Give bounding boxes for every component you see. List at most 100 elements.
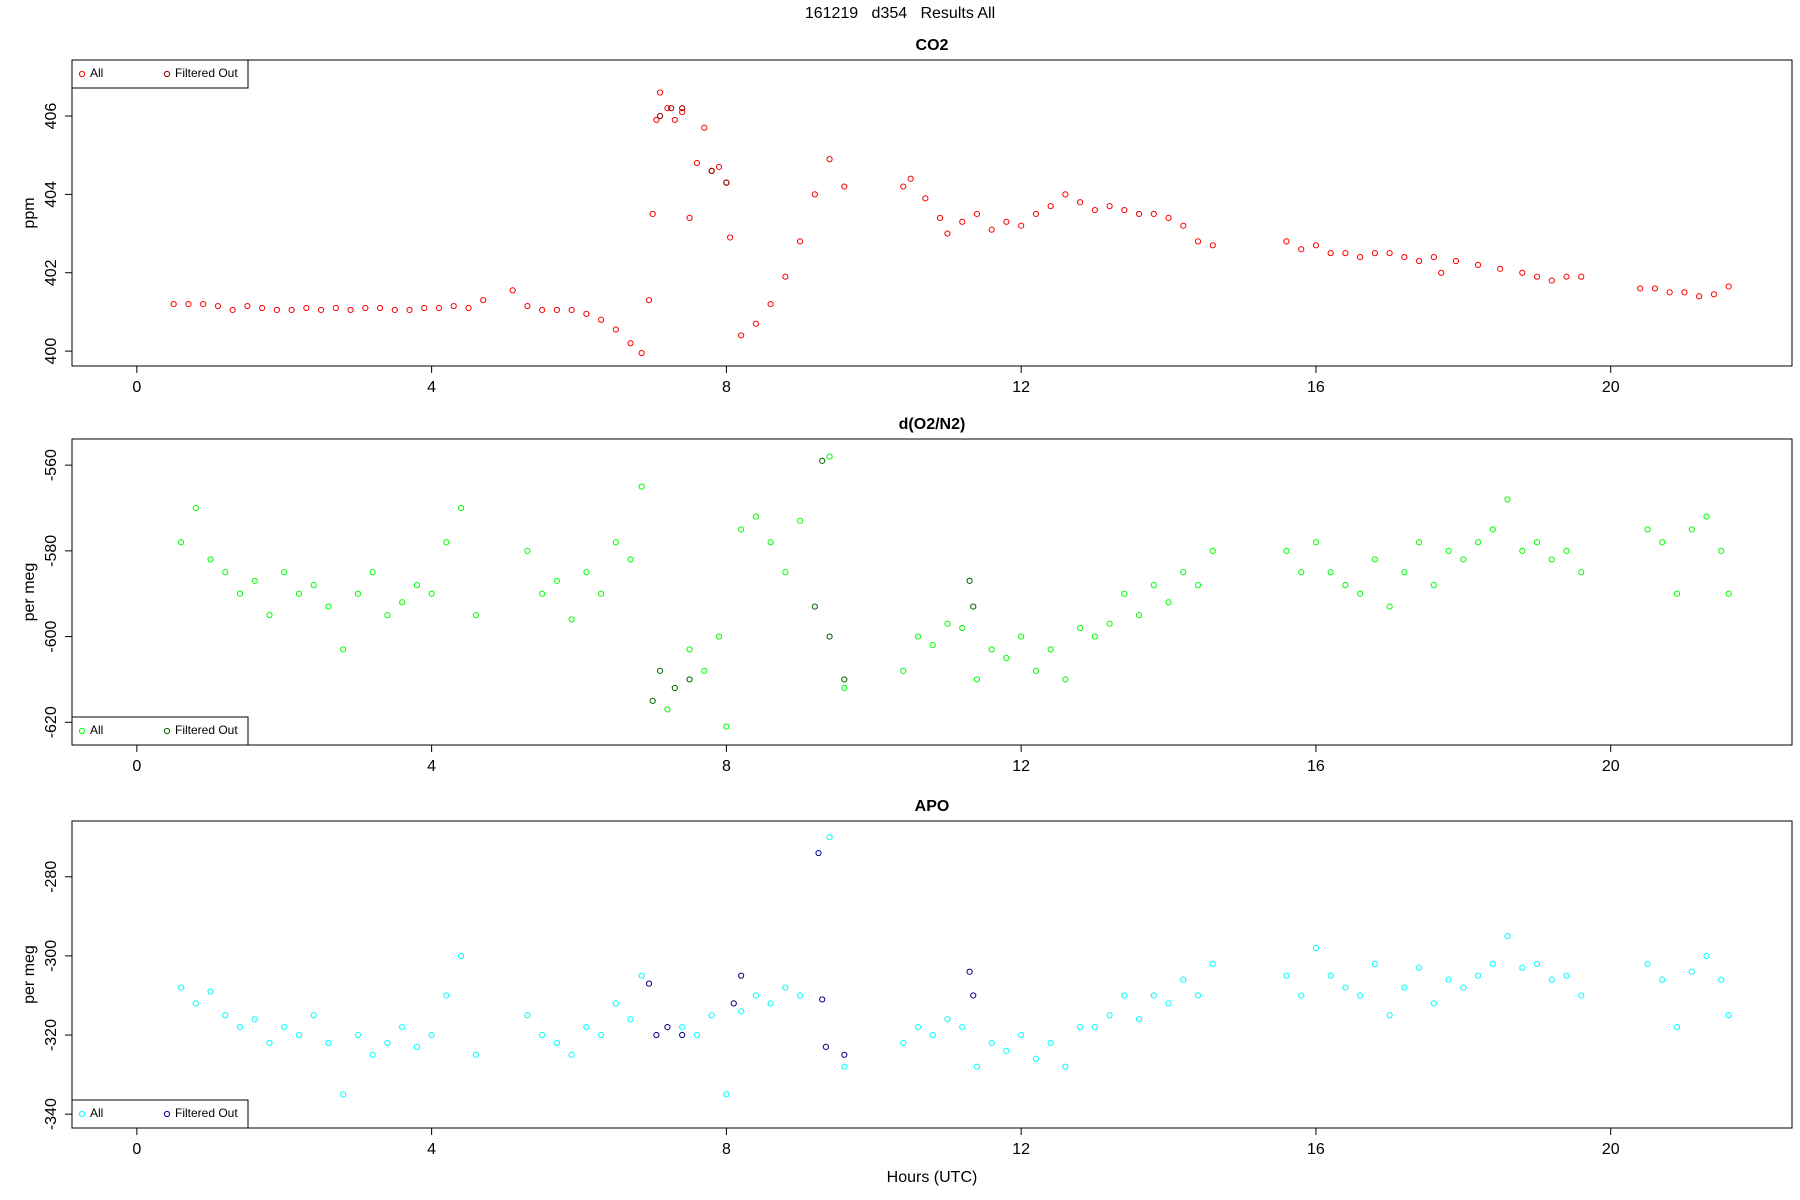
data-point xyxy=(664,105,671,112)
data-point xyxy=(937,214,944,221)
data-point xyxy=(715,633,723,640)
data-point xyxy=(1165,214,1172,221)
data-point xyxy=(815,849,822,857)
data-point xyxy=(922,195,929,202)
data-point xyxy=(826,156,833,163)
x-tick-label: 4 xyxy=(427,379,436,396)
data-point xyxy=(708,167,715,174)
data-point xyxy=(708,1012,715,1019)
data-point xyxy=(679,1024,686,1031)
data-point xyxy=(988,1039,995,1047)
data-point xyxy=(819,457,826,464)
data-point xyxy=(583,310,590,317)
legend-label: All xyxy=(90,66,103,80)
legend-marker xyxy=(163,1110,171,1118)
data-point xyxy=(767,1000,774,1007)
data-point xyxy=(443,992,450,999)
data-point xyxy=(1637,285,1644,292)
data-point xyxy=(1003,1047,1010,1054)
data-point xyxy=(738,332,745,339)
data-point xyxy=(1430,253,1437,261)
data-point xyxy=(1342,984,1349,991)
data-point xyxy=(214,302,222,310)
data-point xyxy=(649,697,656,704)
legend-marker xyxy=(163,727,171,735)
data-point xyxy=(819,996,826,1003)
data-point xyxy=(472,1051,479,1058)
data-point xyxy=(693,159,701,167)
data-point xyxy=(524,547,531,554)
data-point xyxy=(970,992,977,999)
data-point xyxy=(900,1039,907,1047)
data-point xyxy=(970,603,977,610)
data-point xyxy=(1357,253,1364,261)
data-point xyxy=(185,300,192,308)
data-point xyxy=(1283,238,1290,245)
data-point xyxy=(325,1039,332,1047)
data-point xyxy=(656,112,664,120)
data-point xyxy=(914,633,922,640)
data-point xyxy=(944,1016,951,1023)
data-point xyxy=(281,1024,288,1031)
data-point xyxy=(1003,654,1010,662)
data-point xyxy=(1681,289,1688,296)
data-point xyxy=(1180,569,1187,576)
data-point xyxy=(822,1043,829,1050)
data-point xyxy=(509,287,516,294)
data-point xyxy=(1106,620,1113,627)
data-point xyxy=(1673,1024,1681,1031)
data-point xyxy=(1578,569,1585,576)
data-point xyxy=(1703,952,1710,960)
data-point xyxy=(539,306,546,314)
data-point xyxy=(1519,547,1526,554)
legend-label: Filtered Out xyxy=(175,723,238,737)
data-point xyxy=(1563,972,1570,979)
data-point xyxy=(914,1024,922,1031)
data-point xyxy=(458,504,465,512)
data-point xyxy=(1386,250,1393,257)
data-point xyxy=(1533,539,1541,546)
x-tick-label: 0 xyxy=(132,758,141,775)
data-point xyxy=(1135,210,1143,218)
data-point xyxy=(192,1000,199,1007)
data-point xyxy=(1533,960,1541,967)
data-point xyxy=(362,304,369,312)
data-point xyxy=(1401,569,1408,576)
x-tick-label: 20 xyxy=(1602,379,1620,396)
data-point xyxy=(767,539,774,546)
data-point xyxy=(1438,269,1445,276)
data-point xyxy=(369,569,376,576)
data-point xyxy=(988,226,995,233)
data-point xyxy=(1194,238,1202,245)
data-point xyxy=(1283,547,1290,554)
data-point xyxy=(229,306,236,314)
y-tick-label: -300 xyxy=(43,940,60,972)
x-tick-label: 12 xyxy=(1012,1141,1030,1158)
data-point xyxy=(1563,273,1570,280)
data-point xyxy=(726,234,734,241)
data-point xyxy=(384,612,391,619)
data-point xyxy=(376,304,384,312)
data-point xyxy=(1091,633,1098,640)
data-point xyxy=(826,834,833,841)
data-point xyxy=(553,1039,561,1047)
data-point xyxy=(369,1051,376,1058)
data-point xyxy=(413,582,420,589)
data-point xyxy=(1548,976,1555,983)
data-point xyxy=(1209,960,1216,967)
data-point xyxy=(752,320,759,327)
data-point xyxy=(1165,1000,1172,1007)
data-point xyxy=(583,569,590,576)
data-point xyxy=(973,676,981,683)
data-point xyxy=(1032,667,1040,674)
data-point xyxy=(428,590,435,597)
data-point xyxy=(671,116,678,124)
data-point xyxy=(959,1024,966,1031)
data-point xyxy=(207,988,214,995)
data-point xyxy=(723,179,730,186)
data-point xyxy=(200,300,207,308)
legend-label: All xyxy=(90,723,103,737)
data-point xyxy=(303,304,310,312)
data-point xyxy=(1725,283,1732,290)
y-tick-label: -320 xyxy=(43,1019,60,1051)
